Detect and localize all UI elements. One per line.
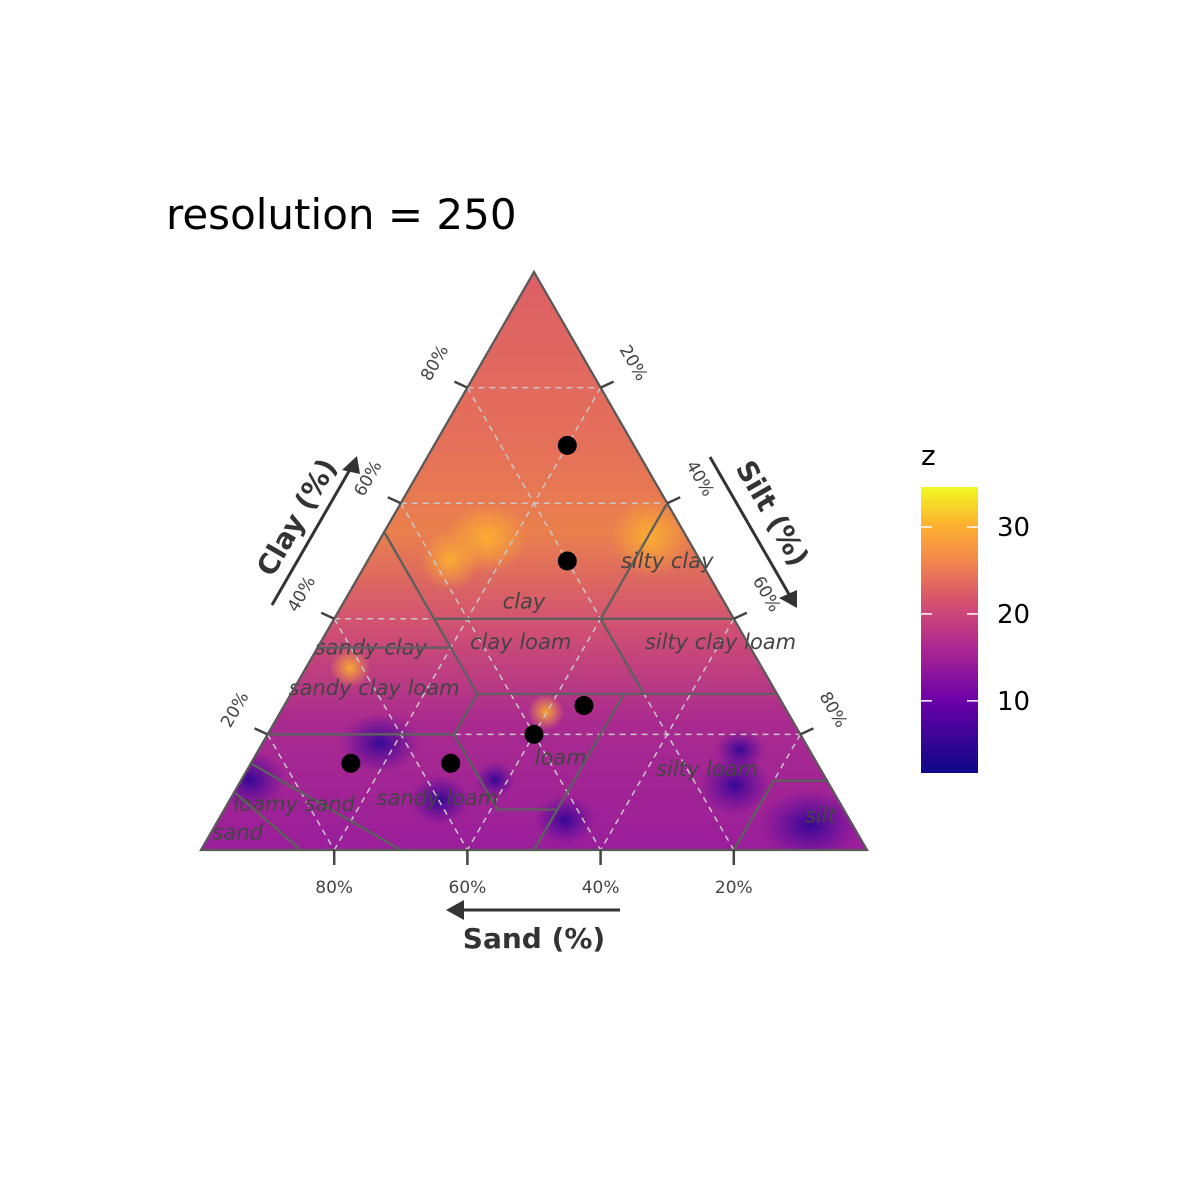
- texture-class-label: sandy clay loam: [289, 676, 460, 700]
- texture-class-label: silty clay loam: [645, 630, 796, 654]
- data-point: [341, 753, 361, 773]
- silt-tick-label: 20%: [615, 342, 651, 385]
- texture-class-label: loamy sand: [233, 792, 355, 816]
- color-legend: z 10 20 30: [921, 439, 1030, 773]
- triangle-border: [199, 269, 869, 851]
- clay-tick-label: 20%: [217, 689, 253, 732]
- chart-title: resolution = 250: [166, 190, 517, 239]
- sand-axis-title-group: Sand (%): [446, 900, 620, 955]
- silt-arrowhead-icon: [779, 590, 797, 608]
- data-point: [441, 753, 461, 773]
- silt-tick-label: 80%: [815, 689, 851, 732]
- data-point: [557, 551, 577, 571]
- gridline-silt: [599, 618, 735, 851]
- heatmap-surface: [201, 272, 867, 850]
- clay-tick: [387, 496, 402, 505]
- texture-class-label: silt: [805, 803, 837, 827]
- clay-tick: [254, 727, 269, 736]
- colorbar: [921, 487, 978, 773]
- texture-class-label: sandy loam: [377, 786, 499, 810]
- data-point: [557, 435, 577, 455]
- legend-tick-label: 20: [997, 600, 1030, 630]
- clay-tick-label: 80%: [417, 342, 453, 385]
- data-point: [524, 724, 544, 744]
- silt-tick: [600, 380, 615, 389]
- legend-tick-label: 10: [997, 687, 1030, 717]
- sand-tick-label: 20%: [715, 878, 753, 898]
- legend-title: z: [921, 439, 936, 472]
- sand-tick-label: 60%: [449, 878, 487, 898]
- clay-tick: [320, 611, 335, 620]
- texture-class-label: sand: [212, 821, 263, 845]
- legend-tick-label: 30: [997, 513, 1030, 543]
- clay-tick: [453, 380, 468, 389]
- sand-tick-label: 40%: [582, 878, 620, 898]
- data-point: [574, 696, 594, 715]
- texture-class-label: silty loam: [656, 757, 758, 781]
- clay-axis-arrow: [270, 465, 354, 606]
- texture-class-label: loam: [535, 746, 587, 770]
- silt-tick: [733, 611, 748, 620]
- sand-axis-title: Sand (%): [463, 922, 605, 955]
- clay-arrowhead-icon: [342, 456, 360, 474]
- silt-tick: [799, 727, 814, 736]
- sand-arrowhead-icon: [446, 900, 464, 920]
- silt-axis-arrow: [708, 456, 792, 597]
- clay-tick-label: 40%: [284, 573, 320, 616]
- texture-class-label: clay: [503, 589, 546, 613]
- sand-tick-label: 80%: [315, 878, 353, 898]
- texture-class-label: silty clay: [621, 549, 714, 573]
- silt-tick: [666, 496, 681, 505]
- texture-class-label: clay loam: [470, 630, 571, 654]
